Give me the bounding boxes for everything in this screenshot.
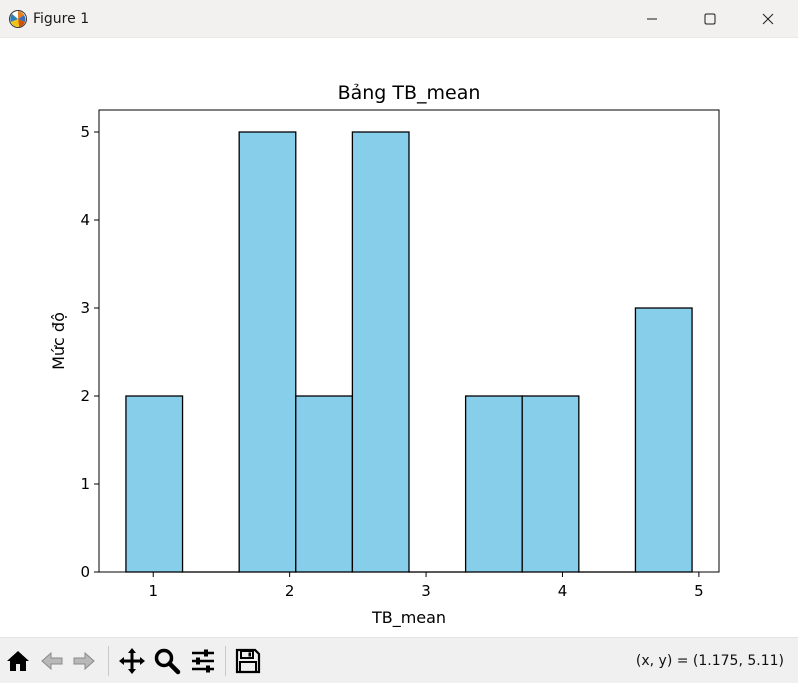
toolbar-separator [108,646,109,676]
maximize-button[interactable] [681,0,739,38]
back-arrow-icon [41,651,63,671]
forward-button[interactable] [70,647,98,675]
plot-frame [98,109,720,573]
histogram-bar [634,307,693,573]
x-tick-label: 1 [148,582,158,600]
zoom-icon [154,648,181,675]
back-button[interactable] [38,647,66,675]
configure-subplots-button[interactable] [189,647,217,675]
figure-canvas[interactable]: Bảng TB_mean 1 2 3 4 5 0 1 2 3 4 5 TB_mean Mức độ [0,38,798,636]
histogram-bar [351,131,410,573]
zoom-button[interactable] [153,647,181,675]
y-tick-label: 2 [80,387,90,405]
pan-button[interactable] [118,647,146,675]
histogram-bar [125,395,184,573]
bars-group [125,131,693,573]
navigation-toolbar: (x, y) = (1.175, 5.11) [0,637,798,683]
y-tick-label: 0 [80,563,90,581]
y-tick-label: 3 [80,299,90,317]
y-axis: 0 1 2 3 4 5 [80,123,99,581]
cursor-coordinates: (x, y) = (1.175, 5.11) [635,653,784,669]
histogram-bar [295,395,354,573]
histogram-chart: Bảng TB_mean 1 2 3 4 5 0 1 2 3 4 5 TB_mean Mức độ [49,82,720,628]
save-icon [235,648,261,674]
x-tick-label: 5 [694,582,704,600]
close-button[interactable] [739,0,797,38]
y-tick-label: 4 [80,211,90,229]
pan-icon [119,648,145,674]
window-title: Figure 1 [33,11,90,27]
histogram-bar [464,395,523,573]
matplotlib-logo-icon [8,9,28,29]
configure-subplots-icon [192,649,214,673]
home-icon [7,651,29,671]
home-button[interactable] [4,647,32,675]
maximize-icon [704,13,716,25]
close-icon [762,13,774,25]
toolbar-separator [225,646,226,676]
minimize-button[interactable] [623,0,681,38]
x-tick-label: 2 [285,582,295,600]
x-axis-label: TB_mean [371,608,446,628]
histogram-bar [238,131,297,573]
y-tick-label: 5 [80,123,90,141]
save-button[interactable] [234,647,262,675]
minimize-icon [647,18,657,20]
y-tick-label: 1 [80,475,90,493]
chart-title: Bảng TB_mean [338,82,481,104]
x-tick-label: 3 [421,582,431,600]
x-tick-label: 4 [558,582,568,600]
forward-arrow-icon [73,651,95,671]
window-titlebar: Figure 1 [0,0,798,38]
histogram-bar [521,395,580,573]
y-axis-label: Mức độ [49,312,68,370]
x-axis: 1 2 3 4 5 [148,572,704,600]
